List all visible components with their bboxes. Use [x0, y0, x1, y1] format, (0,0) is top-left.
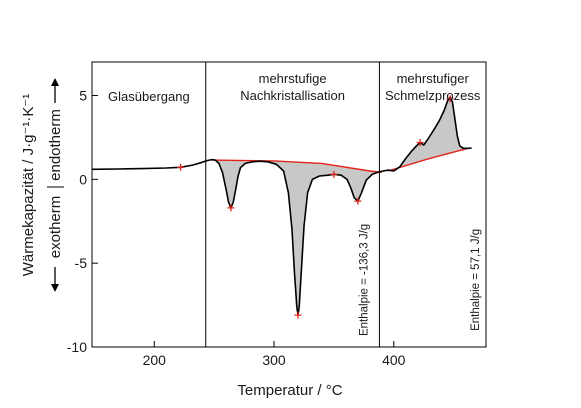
region-label-3: mehrstufiger	[397, 71, 470, 86]
y-tick-label: 5	[79, 88, 87, 104]
exotherm-label: exotherm	[47, 196, 64, 259]
peak-marker	[416, 138, 424, 146]
peak-marker	[446, 95, 454, 103]
enthalpy-labels: Enthalpie = -136,3 J/g Enthalpie = 57,1 J…	[358, 224, 481, 336]
y-tick-label: 0	[79, 171, 87, 187]
baseline-1	[211, 159, 382, 173]
peak-marker	[330, 170, 338, 178]
x-axis-title: Temperatur / °C	[237, 382, 342, 399]
baseline-2	[387, 147, 469, 172]
x-tick-label: 200	[143, 352, 167, 368]
exo-endo-indicator: exotherm endotherm	[47, 78, 64, 292]
enthalpy-fill-2	[387, 97, 468, 171]
exotherm-arrow-head-icon	[51, 284, 59, 292]
x-tick-label: 400	[382, 352, 406, 368]
region-label-2: Nachkristallisation	[240, 88, 345, 103]
region-label-2: mehrstufige	[259, 71, 327, 86]
y-axis-title: Wärmekapazität / J·g⁻¹·K⁻¹	[20, 94, 37, 277]
endotherm-label: endotherm	[47, 109, 64, 181]
region-label-1: Glasübergang	[108, 89, 190, 104]
peak-marker	[354, 197, 362, 205]
region-labels: Glasübergang mehrstufige Nachkristallisati…	[108, 71, 481, 104]
enthalpy-label-1: Enthalpie = -136,3 J/g	[358, 224, 370, 336]
peak-marker	[177, 163, 185, 171]
enthalpy-fill-1	[211, 159, 382, 316]
plot-frame	[91, 61, 487, 348]
enthalpy-fills	[211, 97, 468, 316]
curve-layer	[91, 96, 472, 316]
endotherm-arrow-head-icon	[51, 78, 59, 86]
peak-marker	[294, 311, 302, 319]
x-tick-label: 300	[262, 352, 286, 368]
enthalpy-label-2: Enthalpie = 57,1 J/g	[470, 229, 482, 331]
y-tick-label: -5	[75, 255, 88, 271]
y-tick-label: -10	[67, 339, 87, 355]
region-layer	[205, 62, 380, 347]
y-axis-title-group: Wärmekapazität / J·g⁻¹·K⁻¹ exotherm endo…	[20, 78, 64, 292]
region-label-3: Schmelzprozess	[385, 88, 481, 103]
dsc-curve	[91, 96, 472, 316]
tick-layer: 200 300 400 5 0 -5 -10	[67, 88, 406, 368]
baseline-layer	[211, 147, 469, 173]
marker-layer	[177, 95, 454, 319]
peak-marker	[227, 204, 235, 212]
